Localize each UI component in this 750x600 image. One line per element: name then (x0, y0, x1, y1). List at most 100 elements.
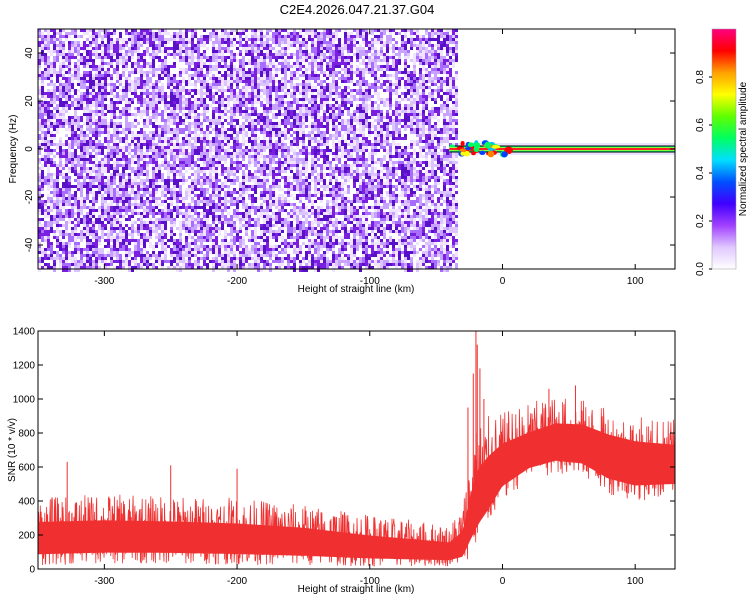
noise-cell (53, 116, 56, 119)
noise-cell (164, 62, 167, 65)
noise-cell (239, 89, 242, 95)
noise-cell (167, 146, 170, 149)
noise-cell (101, 35, 104, 41)
noise-cell (155, 119, 158, 122)
noise-cell (191, 131, 194, 134)
noise-cell (65, 104, 68, 107)
noise-cell (161, 101, 164, 104)
noise-cell (98, 119, 101, 122)
noise-cell (152, 74, 155, 77)
noise-cell (218, 215, 221, 221)
noise-cell (104, 215, 107, 218)
noise-cell (227, 233, 230, 236)
noise-cell (50, 185, 53, 188)
noise-cell (83, 122, 86, 125)
noise-cell (56, 77, 59, 83)
noise-cell (206, 35, 209, 38)
noise-cell (221, 113, 224, 119)
noise-cell (248, 251, 251, 257)
noise-cell (239, 149, 242, 152)
noise-cell (278, 221, 281, 224)
noise-cell (188, 98, 191, 104)
noise-cell (245, 260, 248, 263)
noise-cell (92, 29, 95, 32)
noise-cell (269, 83, 272, 86)
noise-cell (38, 251, 41, 254)
noise-cell (194, 50, 197, 53)
noise-cell (275, 239, 278, 242)
noise-cell (236, 122, 239, 125)
noise-cell (59, 263, 62, 269)
noise-cell (206, 140, 209, 143)
noise-cell (53, 35, 56, 38)
noise-cell (143, 257, 146, 263)
noise-cell (38, 122, 41, 125)
noise-cell (251, 44, 254, 47)
noise-cell (257, 116, 260, 119)
noise-cell (200, 38, 203, 41)
noise-cell (116, 74, 119, 77)
noise-cell (122, 191, 125, 197)
noise-cell (38, 41, 41, 44)
noise-cell (50, 266, 53, 269)
noise-cell (170, 155, 173, 161)
noise-cell (191, 254, 194, 257)
noise-cell (80, 62, 83, 65)
noise-cell (77, 35, 80, 38)
noise-cell (116, 212, 119, 215)
noise-cell (155, 50, 158, 53)
noise-cell (290, 80, 293, 83)
noise-cell (245, 191, 248, 194)
noise-cell (227, 188, 230, 191)
noise-cell (89, 29, 92, 32)
noise-cell (254, 122, 257, 125)
noise-cell (77, 107, 80, 110)
noise-cell (41, 164, 44, 170)
noise-cell (101, 146, 104, 149)
noise-cell (299, 104, 302, 107)
noise-cell (47, 65, 50, 68)
noise-cell (206, 65, 209, 71)
noise-cell (92, 146, 95, 149)
noise-cell (245, 47, 248, 50)
noise-cell (281, 107, 284, 110)
noise-cell (92, 131, 95, 134)
noise-cell (212, 248, 215, 251)
noise-cell (278, 62, 281, 65)
noise-cell (122, 164, 125, 167)
noise-cell (245, 41, 248, 47)
noise-cell (164, 59, 167, 62)
noise-cell (38, 149, 41, 152)
noise-cell (278, 137, 281, 143)
noise-cell (296, 167, 299, 170)
noise-cell (125, 83, 128, 86)
noise-cell (206, 149, 209, 152)
noise-cell (137, 122, 140, 125)
noise-cell (113, 41, 116, 44)
noise-cell (122, 44, 125, 47)
noise-cell (41, 227, 44, 230)
noise-cell (104, 254, 107, 257)
noise-cell (218, 248, 221, 254)
noise-cell (119, 155, 122, 158)
noise-cell (86, 125, 89, 128)
noise-cell (284, 146, 287, 149)
noise-cell (185, 149, 188, 155)
noise-cell (98, 134, 101, 137)
noise-cell (305, 53, 308, 56)
noise-cell (212, 206, 215, 209)
noise-cell (65, 128, 68, 131)
noise-cell (89, 206, 92, 209)
noise-cell (38, 197, 41, 200)
noise-cell (254, 50, 257, 53)
noise-cell (185, 50, 188, 56)
noise-cell (179, 221, 182, 227)
noise-cell (110, 80, 113, 83)
noise-cell (131, 224, 134, 230)
noise-cell (149, 56, 152, 59)
noise-cell (278, 149, 281, 152)
noise-cell (89, 260, 92, 263)
noise-cell (173, 137, 176, 140)
noise-cell (74, 185, 77, 188)
noise-cell (179, 104, 182, 107)
